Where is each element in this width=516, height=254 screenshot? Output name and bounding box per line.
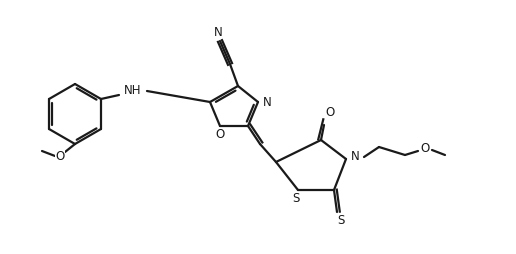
Text: NH: NH: [124, 85, 142, 98]
Text: O: O: [55, 150, 64, 163]
Text: N: N: [214, 25, 222, 39]
Text: S: S: [337, 214, 345, 228]
Text: N: N: [263, 96, 271, 108]
Text: O: O: [326, 106, 334, 119]
Text: O: O: [421, 142, 430, 155]
Text: O: O: [215, 129, 224, 141]
Text: S: S: [292, 193, 300, 205]
Text: N: N: [351, 151, 359, 164]
